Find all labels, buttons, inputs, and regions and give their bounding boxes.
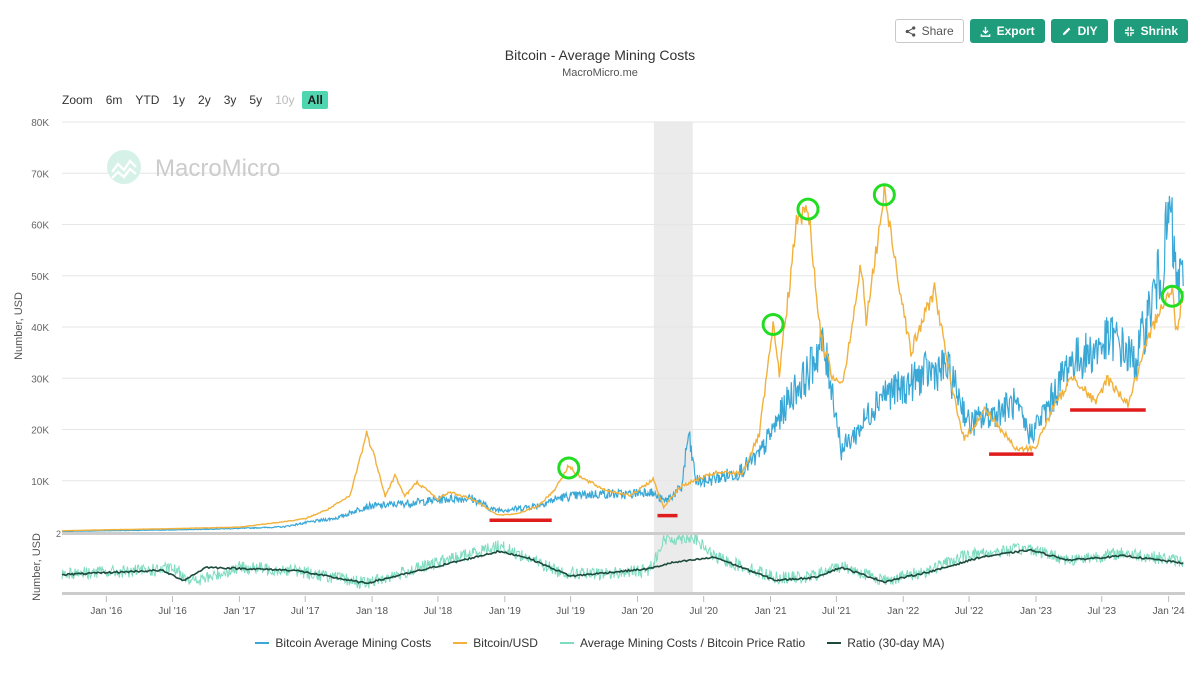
zoom-10y-button: 10y <box>275 93 295 107</box>
zoom-range-selector: Zoom 6m YTD 1y 2y 3y 5y 10y All <box>62 91 331 109</box>
x-tick-label: Jul '17 <box>291 606 320 617</box>
chart-legend: Bitcoin Average Mining Costs Bitcoin/USD… <box>0 636 1200 650</box>
y-tick-label: 70K <box>31 169 49 180</box>
gridlines <box>62 121 1185 482</box>
x-tick-label: Jul '19 <box>556 606 585 617</box>
chart-subtitle: MacroMicro.me <box>562 67 638 79</box>
x-tick-label: Jan '21 <box>755 606 787 617</box>
download-icon <box>980 26 990 37</box>
y-tick-label: 20K <box>31 426 49 437</box>
peak-marker <box>761 312 785 336</box>
diy-label: DIY <box>1077 24 1098 38</box>
y-axis-label-sub: Number, USD <box>31 533 43 601</box>
x-tick-label: Jan '24 <box>1153 606 1185 617</box>
x-tick-label: Jan '18 <box>356 606 388 617</box>
shaded-period <box>653 122 693 592</box>
x-tick-label: Jul '21 <box>822 606 851 617</box>
pencil-icon <box>1062 27 1070 35</box>
x-axis: Jan '16 Jul '16 Jan '17 Jul '17 Jan '18 Jul '… <box>90 596 1185 617</box>
y-axis-main: 10K 20K 30K 40K 50K 60K 70K 80K <box>31 118 49 488</box>
y-tick-label: 10K <box>31 477 49 488</box>
zoom-6m-button[interactable]: 6m <box>105 93 123 107</box>
legend-swatch-btc-usd <box>453 642 468 644</box>
watermark-text: MacroMicro <box>155 155 280 182</box>
y-axis-sub: 2 <box>56 529 61 539</box>
y-tick-label-sub: 2 <box>56 529 61 539</box>
zoom-ytd-button[interactable]: YTD <box>135 93 160 107</box>
x-tick-label: Jan '23 <box>1020 606 1052 617</box>
diy-button[interactable]: DIY <box>1050 19 1108 43</box>
main-series-layer <box>62 183 1184 533</box>
pane-separator <box>62 532 1185 535</box>
legend-swatch-mining-cost <box>255 642 270 644</box>
shrink-icon <box>1124 26 1134 36</box>
x-tick-label: Jan '17 <box>223 606 255 617</box>
legend-label-mining-cost: Bitcoin Average Mining Costs <box>275 636 432 650</box>
ratio-series-layer <box>61 532 1184 590</box>
legend-swatch-ratio <box>559 642 574 644</box>
zoom-3y-button[interactable]: 3y <box>223 93 237 107</box>
legend-item-ratio-ma[interactable]: Ratio (30-day MA) <box>827 636 945 650</box>
export-button[interactable]: Export <box>969 19 1045 43</box>
legend-swatch-ratio-ma <box>827 642 842 644</box>
y-axis-label-main: Number, USD <box>13 292 25 360</box>
x-tick-label: Jul '22 <box>955 606 984 617</box>
pane-separators <box>62 532 1185 595</box>
x-tick-label: Jan '16 <box>90 606 122 617</box>
share-button[interactable]: Share <box>894 19 964 43</box>
x-tick-label: Jan '19 <box>489 606 521 617</box>
chart-title: Bitcoin - Average Mining Costs <box>504 47 696 63</box>
y-tick-label: 80K <box>31 118 49 129</box>
zoom-2y-button[interactable]: 2y <box>198 93 211 107</box>
legend-label-btc-usd: Bitcoin/USD <box>473 636 538 650</box>
zoom-label: Zoom <box>62 93 93 107</box>
x-tick-label: Jul '20 <box>689 606 718 617</box>
chart-toolbar: Share Export DIY Shrink <box>894 19 1188 43</box>
zoom-5y-button[interactable]: 5y <box>249 93 263 107</box>
x-tick-label: Jan '20 <box>622 606 654 617</box>
peak-marker <box>1160 284 1184 308</box>
pane-separator <box>62 592 1185 595</box>
x-tick-label: Jan '22 <box>887 606 919 617</box>
legend-item-btc-usd[interactable]: Bitcoin/USD <box>453 636 538 650</box>
shaded-period-layer <box>653 122 693 592</box>
annotation-layer <box>489 183 1184 522</box>
legend-item-mining-cost[interactable]: Bitcoin Average Mining Costs <box>255 636 431 650</box>
peak-marker <box>796 197 820 221</box>
share-icon <box>905 25 915 37</box>
share-label: Share <box>921 24 954 38</box>
y-tick-label: 50K <box>31 272 49 283</box>
y-tick-label: 30K <box>31 374 49 385</box>
legend-item-ratio[interactable]: Average Mining Costs / Bitcoin Price Rat… <box>559 636 806 650</box>
y-tick-label: 40K <box>31 323 49 334</box>
shrink-label: Shrink <box>1140 24 1178 38</box>
peak-marker <box>872 183 896 207</box>
x-tick-label: Jul '16 <box>158 606 187 617</box>
peak-marker <box>557 456 581 480</box>
series-line-ratio-ma <box>61 548 1184 585</box>
legend-label-ratio-ma: Ratio (30-day MA) <box>847 636 945 650</box>
zoom-all-button[interactable]: All <box>302 91 328 109</box>
legend-label-ratio: Average Mining Costs / Bitcoin Price Rat… <box>579 636 806 650</box>
export-label: Export <box>996 24 1035 38</box>
x-tick-label: Jul '18 <box>424 606 453 617</box>
macromicro-watermark: MacroMicro <box>107 150 280 184</box>
y-tick-label: 60K <box>31 221 49 232</box>
shrink-button[interactable]: Shrink <box>1113 19 1188 43</box>
series-line-ratio <box>61 532 1184 590</box>
x-tick-label: Jul '23 <box>1087 606 1116 617</box>
series-line-btc-usd <box>62 183 1184 532</box>
zoom-1y-button[interactable]: 1y <box>172 93 186 107</box>
